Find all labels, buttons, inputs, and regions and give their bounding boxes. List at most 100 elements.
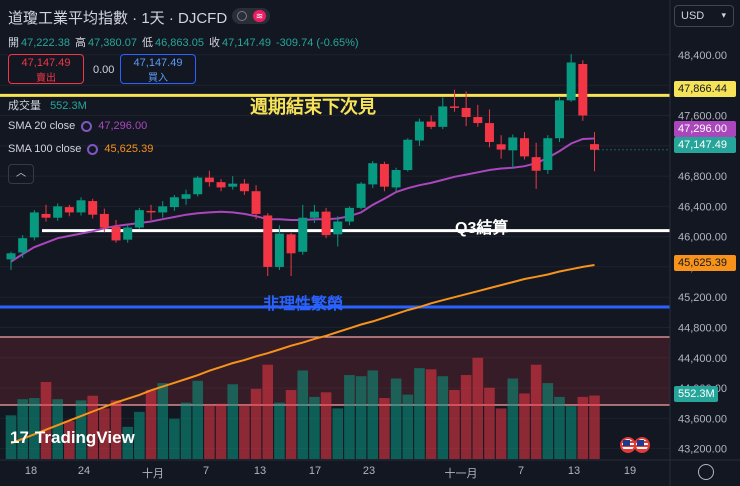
volume-bar [204,404,215,459]
annotation-irrational[interactable]: 非理性繁榮 [263,296,344,313]
symbol-title: 道瓊工業平均指數 · 1天 · DJCFD [8,10,228,27]
sma100-indicator[interactable]: SMA 100 close 45,625.39 [8,143,153,155]
x-tick-label: 19 [623,465,637,477]
candle-body [566,62,576,101]
low-value: 46,863.05 [155,37,204,49]
tradingview-logo[interactable]: 17 TradingView [10,428,135,448]
sma20-price-label: 47,296.00 [674,121,736,137]
volume-bar [554,396,565,459]
open-value: 47,222.38 [21,37,70,49]
volume-bar [320,392,332,459]
candle-body [286,234,296,254]
currency-select[interactable]: USD ▾ [674,5,734,27]
volume-bar [75,400,87,459]
sell-button[interactable]: 47,147.49 賣出 [8,54,84,84]
volume-price-label: 552.3M [674,386,718,402]
candle-body [321,211,331,236]
y-tick-label: 44,800.00 [678,323,727,335]
chevron-down-icon: ▾ [721,10,726,20]
candle-body [181,194,191,199]
candle-body [76,200,86,213]
volume-bar [484,387,495,459]
collapse-indicators-button[interactable]: ︿ [8,164,34,184]
alert-badge[interactable]: ≋ [253,10,266,22]
candle-body [368,163,378,185]
candle-body [274,233,284,267]
candle-body [29,212,39,238]
toggle-pill[interactable]: ≋ [232,8,270,24]
volume-bar [379,398,390,459]
y-tick-label: 46,400.00 [678,201,727,213]
volume-bar [414,368,425,459]
x-tick-label: 24 [77,465,91,477]
annotation-week-end[interactable]: 週期結束下次見 [250,97,376,117]
buy-button[interactable]: 47,147.49 買入 [120,54,196,84]
circle-icon[interactable] [237,11,247,21]
volume-bar [297,370,309,459]
candle-body [531,157,541,171]
candle-body [590,144,599,150]
candle-body [426,121,436,127]
volume-indicator[interactable]: 成交量 552.3M [8,97,87,113]
volume-bar [355,376,367,459]
sma100-label: SMA 100 close [8,143,82,155]
candle-body [18,238,28,253]
annotation-q3[interactable]: Q3結算 [455,220,509,237]
sma20-value: 47,296.00 [98,120,148,132]
volume-bar [52,399,63,459]
loading-icon [81,120,93,132]
candle-body [228,183,238,187]
candle-body [391,170,401,188]
ohlc-readout: 開 47,222.38 高 47,380.07 低 46,863.05 收 47,147… [8,34,361,50]
volume-bar [425,369,437,459]
volume-bar [285,390,297,459]
high-value: 47,380.07 [88,37,137,49]
volume-band [0,337,670,405]
sell-label: 賣出 [36,73,56,84]
last-price-label: 47,147.49 [674,137,736,153]
volume-bar [239,404,250,459]
candle-body [414,121,424,141]
x-tick-label: 7 [202,465,210,477]
x-tick-label: 13 [567,465,581,477]
volume-bar [157,383,169,459]
candle-body [64,207,74,213]
volume-bar [5,415,17,459]
close-label: 收 [209,37,220,49]
volume-bar [64,421,75,459]
x-tick-label: 13 [253,465,267,477]
candle-body [193,177,203,195]
x-tick-label: 7 [517,465,525,477]
sma100-price-label: 45,625.39 [674,255,736,271]
volume-bar [589,395,600,459]
x-tick-label: 23 [362,465,376,477]
candle-body [449,106,459,108]
yellow-line-label: 47,866.44 [674,81,736,97]
high-label: 高 [75,37,86,49]
settings-gear-icon[interactable] [698,464,714,480]
volume-bar [460,375,472,459]
tv-logo-icon: 17 [10,428,29,447]
candle-body [134,210,144,228]
volume-bar [87,395,98,459]
candle-body [333,221,343,235]
y-tick-label: 43,600.00 [678,413,727,425]
loading-icon [87,143,99,155]
candle-body [543,138,553,171]
volume-bar [332,408,344,459]
candle-body [461,107,471,118]
y-tick-label: 45,200.00 [678,292,727,304]
y-tick-label: 44,400.00 [678,353,727,365]
volume-bar [437,376,449,459]
candle-body [309,211,319,218]
sma20-indicator[interactable]: SMA 20 close 47,296.00 [8,120,147,132]
candle-body [496,144,506,150]
volume-bar [110,400,122,459]
volume-bar [344,375,355,459]
volume-bar [309,396,320,459]
us-flag-icon[interactable] [634,437,650,453]
volume-bar [215,403,227,459]
brand-name: TradingView [34,428,135,447]
volume-bar [495,408,507,459]
